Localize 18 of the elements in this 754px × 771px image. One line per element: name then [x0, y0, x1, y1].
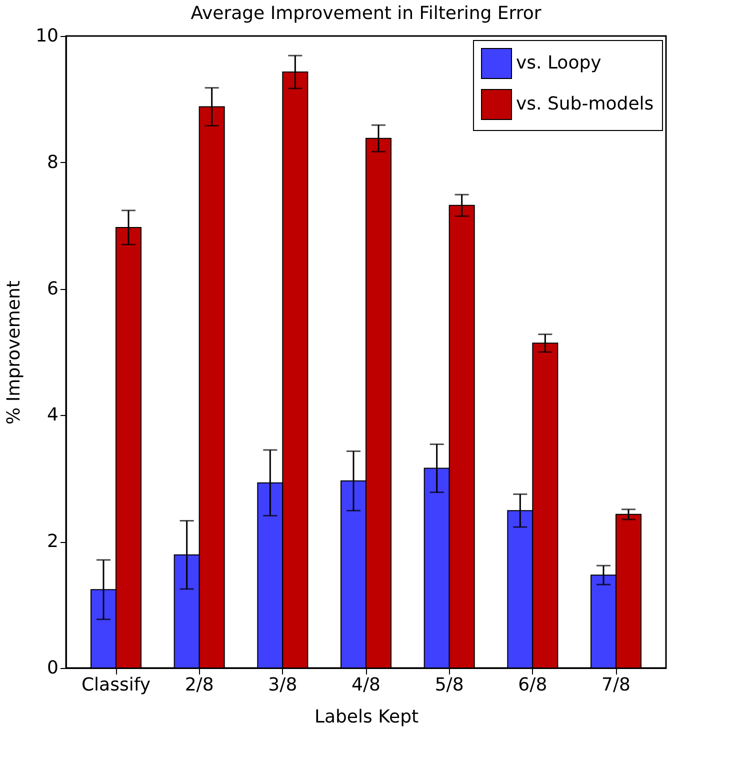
legend-label: vs. Sub-models: [516, 94, 654, 114]
x-axis-title: Labels Kept: [314, 706, 419, 728]
x-tick-label: Classify: [81, 674, 151, 696]
x-tick-label: 7/8: [602, 674, 630, 696]
y-axis-title: % Improvement: [4, 280, 25, 424]
x-tick-label: 2/8: [184, 674, 214, 696]
x-tick-label: 3/8: [268, 674, 298, 696]
y-tick-label: 2: [47, 531, 58, 552]
legend-label: vs. Loopy: [516, 52, 602, 74]
x-tick-label: 5/8: [434, 674, 464, 696]
x-tick-label: 6/8: [518, 674, 548, 696]
y-tick-label: 6: [47, 278, 58, 300]
y-tick-label: 4: [47, 404, 58, 426]
y-tick-label: 8: [47, 152, 58, 173]
x-tick-label: 4/8: [352, 674, 380, 696]
y-tick-label: 0: [47, 658, 58, 678]
y-tick-label: 10: [36, 26, 58, 46]
chart-title: Average Improvement in Filtering Error: [190, 3, 542, 24]
